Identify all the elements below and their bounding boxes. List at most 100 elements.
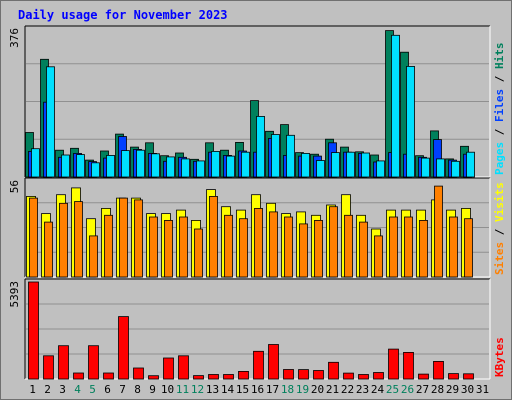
x-tick-label-1: 1	[29, 383, 36, 396]
bar-sites-day-27	[419, 219, 428, 278]
x-tick-label-18: 18	[281, 383, 294, 396]
bar-pages-day-27	[421, 157, 430, 178]
bar-kbytes-day-9	[148, 375, 159, 380]
legend-part: /	[493, 69, 506, 89]
legend-part: Pages	[493, 142, 506, 175]
bar-pages-day-15	[241, 151, 250, 178]
bar-sites-day-30	[464, 218, 473, 278]
x-tick-label-22: 22	[341, 383, 354, 396]
bar-kbytes-day-11	[178, 355, 189, 380]
x-tick-label-16: 16	[251, 383, 264, 396]
bar-kbytes-day-25	[388, 348, 399, 380]
bar-kbytes-day-24	[373, 372, 384, 380]
legend-part: Sites	[493, 242, 506, 275]
legend-part: Hits	[493, 43, 506, 70]
x-tick-label-14: 14	[221, 383, 235, 396]
bar-kbytes-day-22	[343, 372, 354, 380]
bar-sites-day-10	[164, 219, 173, 278]
bar-kbytes-day-8	[133, 367, 144, 380]
chart-title: Daily usage for November 2023	[18, 8, 228, 22]
bar-kbytes-day-27	[418, 373, 429, 380]
legend-part: /	[493, 122, 506, 142]
bar-sites-day-5	[89, 235, 98, 278]
bar-kbytes-day-17	[268, 344, 279, 380]
bar-pages-day-29	[451, 160, 460, 178]
bar-pages-day-11	[181, 158, 190, 178]
bar-pages-day-7	[121, 150, 130, 178]
bar-pages-day-3	[61, 154, 70, 178]
x-tick-label-17: 17	[266, 383, 279, 396]
bar-kbytes-day-14	[223, 374, 234, 380]
bar-kbytes-day-15	[238, 370, 249, 380]
panel-kbytes: 5393 KBytes	[8, 278, 506, 380]
bar-pages-day-16	[256, 116, 265, 178]
bar-sites-day-21	[329, 206, 338, 278]
bar-kbytes-day-18	[283, 369, 294, 380]
bar-sites-day-23	[359, 221, 368, 278]
bar-sites-day-22	[344, 214, 353, 278]
bar-sites-day-13	[209, 195, 218, 278]
bar-sites-day-8	[134, 199, 143, 278]
bar-kbytes-day-28	[433, 360, 444, 380]
bar-pages-day-25	[391, 34, 400, 178]
bar-kbytes-day-20	[313, 370, 324, 380]
bar-sites-day-9	[149, 216, 158, 278]
series-legend-label: KBytes	[493, 337, 506, 377]
bar-pages-day-4	[76, 154, 85, 178]
series-legend-label: Pages / Files / Hits	[493, 43, 506, 176]
bar-kbytes-day-4	[73, 372, 84, 380]
bar-sites-day-26	[404, 216, 413, 278]
bar-kbytes-day-12	[193, 375, 204, 380]
x-tick-label-21: 21	[326, 383, 339, 396]
bar-kbytes-day-26	[403, 351, 414, 380]
bar-kbytes-day-23	[358, 374, 369, 380]
y-max-label: 5393	[8, 281, 21, 308]
bar-sites-day-3	[59, 202, 68, 278]
bar-pages-day-6	[106, 154, 115, 178]
bar-kbytes-day-30	[463, 373, 474, 380]
x-tick-label-7: 7	[119, 383, 126, 396]
x-tick-label-29: 29	[446, 383, 459, 396]
bar-pages-day-10	[166, 156, 175, 178]
x-tick-label-13: 13	[206, 383, 219, 396]
bar-sites-day-20	[314, 219, 323, 278]
bar-kbytes-day-29	[448, 373, 459, 380]
bar-pages-day-9	[151, 153, 160, 178]
bar-kbytes-day-16	[253, 350, 264, 380]
x-tick-label-30: 30	[461, 383, 474, 396]
bar-pages-day-30	[466, 151, 475, 178]
bar-kbytes-day-1	[28, 281, 39, 380]
bar-pages-day-22	[346, 151, 355, 178]
bar-kbytes-day-7	[118, 316, 129, 380]
x-tick-label-25: 25	[386, 383, 399, 396]
x-tick-label-26: 26	[401, 383, 414, 396]
bar-sites-day-17	[269, 211, 278, 278]
x-tick-label-12: 12	[191, 383, 204, 396]
x-tick-label-6: 6	[104, 383, 111, 396]
bar-sites-day-1	[29, 197, 38, 278]
bar-sites-day-15	[239, 218, 248, 278]
bar-kbytes-day-5	[88, 345, 99, 380]
legend-part: Visits	[493, 182, 506, 222]
bar-sites-day-16	[254, 207, 263, 278]
bar-pages-day-26	[406, 66, 415, 178]
bar-pages-day-21	[331, 152, 340, 178]
bar-pages-day-20	[316, 160, 325, 178]
bar-pages-day-8	[136, 149, 145, 178]
bar-pages-day-17	[271, 134, 280, 178]
x-tick-label-11: 11	[176, 383, 189, 396]
x-tick-label-28: 28	[431, 383, 444, 396]
bar-sites-day-18	[284, 216, 293, 278]
bar-kbytes-day-2	[43, 355, 54, 380]
bar-pages-day-12	[196, 160, 205, 178]
x-tick-label-27: 27	[416, 383, 429, 396]
panel-hits-files-pages: 376 Pages / Files / Hits	[8, 25, 506, 178]
bar-sites-day-6	[104, 214, 113, 278]
bar-sites-day-7	[119, 197, 128, 278]
x-tick-label-15: 15	[236, 383, 249, 396]
bar-sites-day-12	[194, 228, 203, 278]
x-tick-label-5: 5	[89, 383, 96, 396]
x-tick-label-3: 3	[59, 383, 66, 396]
bar-pages-day-14	[226, 155, 235, 178]
